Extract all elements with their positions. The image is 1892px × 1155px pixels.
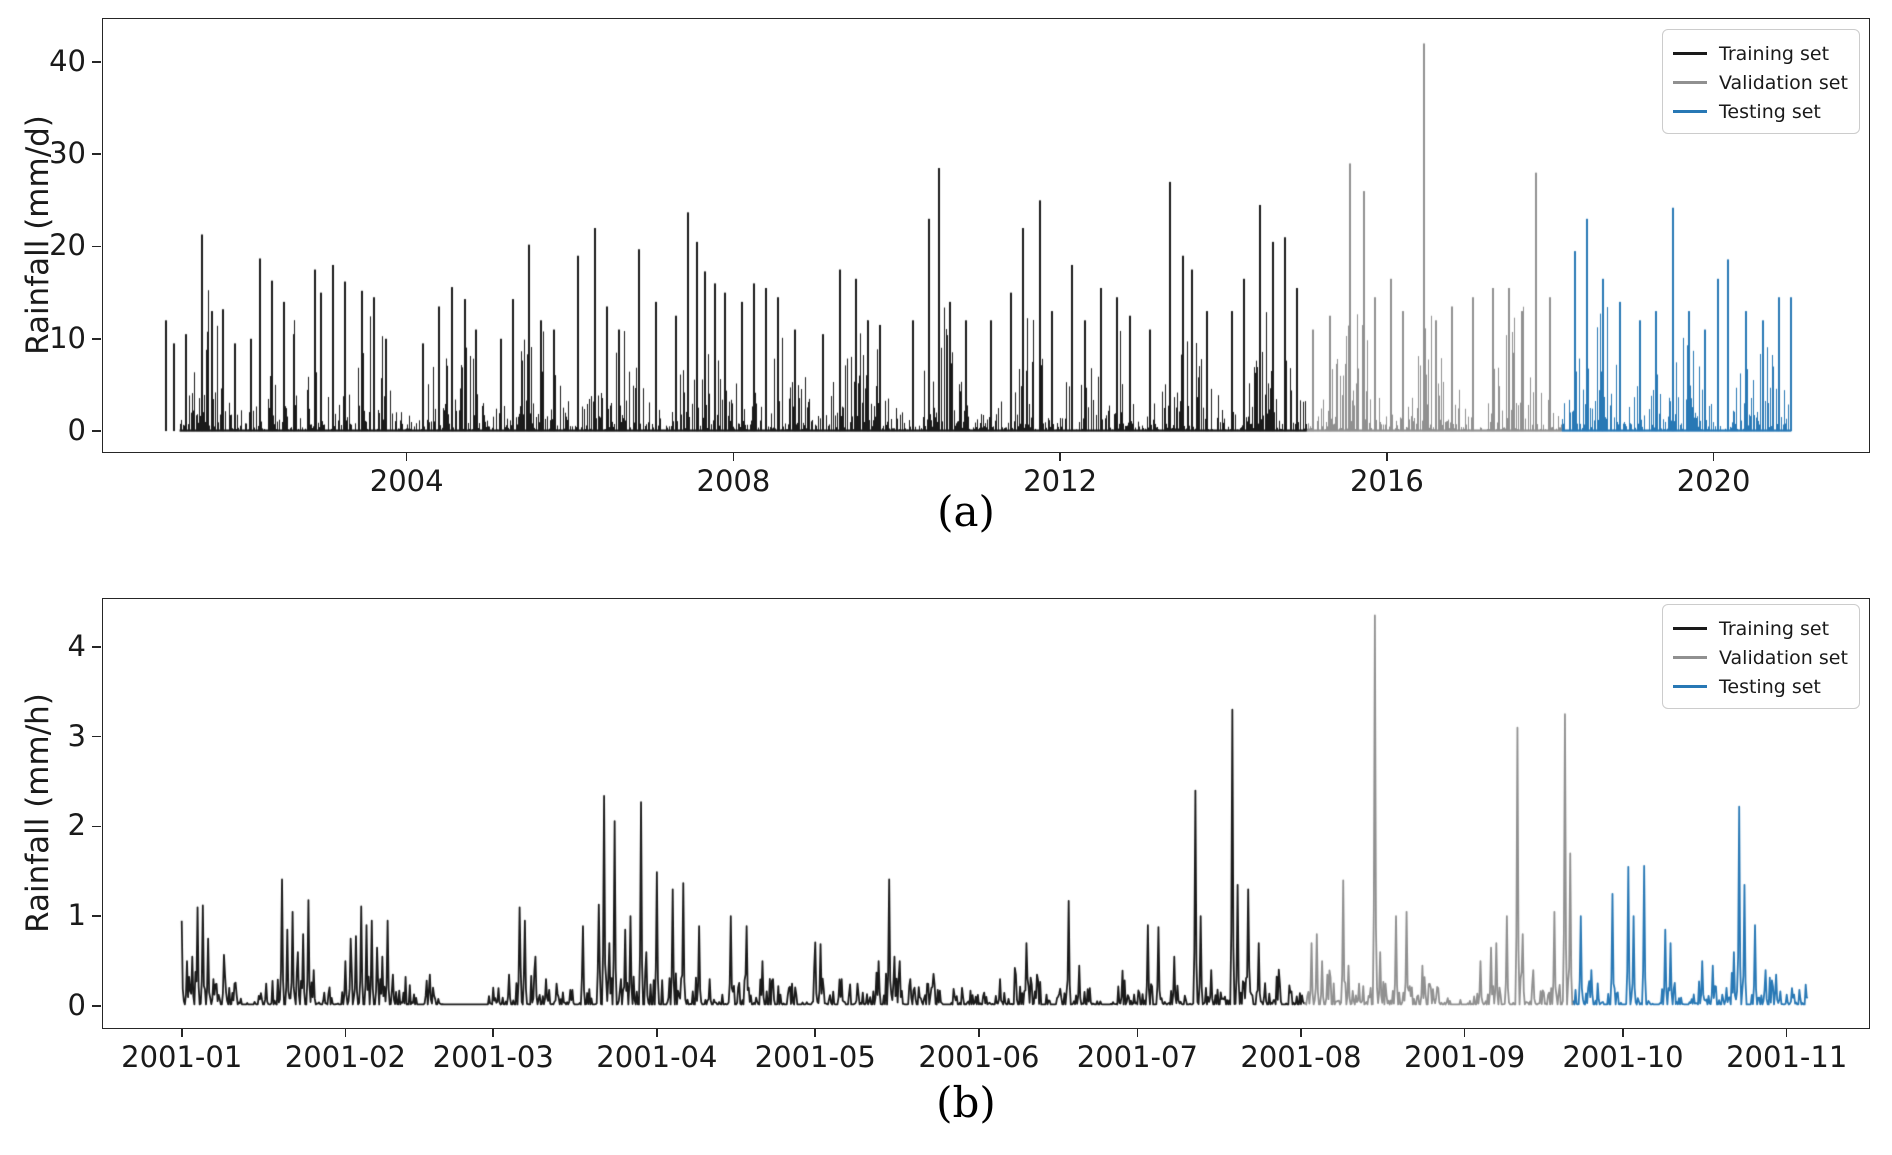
x-tick-mark	[1300, 1028, 1302, 1037]
legend-label: Testing set	[1719, 100, 1821, 123]
legend-entry-testing-set: Testing set	[1673, 672, 1849, 701]
x-tick-mark	[732, 452, 735, 461]
y-tick-label: 20	[49, 228, 86, 263]
legend-label: Testing set	[1719, 675, 1821, 698]
legend-entry-training-set: Training set	[1673, 39, 1849, 68]
legend-label: Validation set	[1719, 71, 1848, 94]
x-tick-label: 2001-08	[1240, 1040, 1362, 1074]
panel-a-legend: Training set Validation set Testing set	[1662, 29, 1860, 134]
x-tick-mark	[814, 1028, 817, 1037]
legend-entry-testing-set: Testing set	[1673, 97, 1849, 126]
y-tick-mark	[92, 735, 101, 738]
legend-line-swatch	[1673, 627, 1707, 630]
y-tick-label: 40	[49, 43, 86, 78]
y-tick-label: 4	[67, 628, 86, 663]
x-tick-label: 2001-07	[1076, 1040, 1198, 1074]
x-tick-mark	[344, 1028, 347, 1037]
x-tick-label: 2001-11	[1726, 1040, 1848, 1074]
legend-entry-validation-set: Validation set	[1673, 68, 1849, 97]
x-tick-mark	[405, 452, 408, 461]
y-tick-label: 10	[49, 320, 86, 355]
y-tick-mark	[92, 61, 101, 63]
legend-entry-training-set: Training set	[1673, 614, 1849, 643]
y-tick-mark	[92, 337, 101, 340]
x-tick-mark	[1622, 1028, 1624, 1037]
x-tick-mark	[1059, 452, 1061, 461]
legend-line-swatch	[1673, 81, 1707, 84]
x-tick-mark	[492, 1028, 494, 1037]
x-tick-label: 2001-10	[1562, 1040, 1684, 1074]
panel-a-caption: (a)	[937, 487, 995, 536]
legend-label: Training set	[1719, 42, 1830, 65]
x-tick-mark	[1386, 452, 1388, 461]
y-tick-mark	[92, 153, 101, 155]
x-tick-label: 2001-09	[1404, 1040, 1526, 1074]
y-tick-mark	[92, 646, 101, 648]
legend-line-swatch	[1673, 110, 1707, 113]
y-tick-label: 1	[67, 898, 86, 933]
x-tick-label: 2001-06	[918, 1040, 1040, 1074]
x-tick-label: 2001-04	[596, 1040, 718, 1074]
x-tick-label: 2004	[369, 464, 444, 498]
x-tick-label: 2001-01	[121, 1040, 243, 1074]
x-tick-mark	[978, 1028, 980, 1037]
x-tick-mark	[1463, 1028, 1466, 1037]
x-tick-label: 2001-03	[432, 1040, 554, 1074]
panel-b-caption: (b)	[936, 1078, 996, 1127]
x-tick-mark	[1136, 1028, 1139, 1037]
y-tick-mark	[92, 245, 101, 248]
y-tick-label: 3	[67, 718, 86, 753]
y-tick-label: 30	[49, 136, 86, 171]
y-tick-mark	[92, 915, 101, 918]
legend-label: Validation set	[1719, 646, 1848, 669]
y-tick-mark	[92, 1005, 101, 1007]
legend-line-swatch	[1673, 52, 1707, 55]
legend-line-swatch	[1673, 656, 1707, 659]
legend-entry-validation-set: Validation set	[1673, 643, 1849, 672]
legend-line-swatch	[1673, 685, 1707, 688]
x-tick-label: 2016	[1349, 464, 1424, 498]
y-tick-label: 2	[67, 808, 86, 843]
panel-b-legend: Training set Validation set Testing set	[1662, 604, 1860, 709]
y-tick-label: 0	[67, 413, 86, 448]
y-tick-mark	[92, 430, 101, 432]
x-tick-label: 2020	[1676, 464, 1751, 498]
x-tick-mark	[180, 1028, 183, 1037]
y-tick-mark	[92, 825, 101, 828]
x-tick-mark	[656, 1028, 658, 1037]
x-tick-label: 2008	[696, 464, 771, 498]
x-tick-label: 2001-02	[284, 1040, 406, 1074]
x-tick-label: 2001-05	[754, 1040, 876, 1074]
y-tick-label: 0	[67, 988, 86, 1023]
legend-label: Training set	[1719, 617, 1830, 640]
x-tick-label: 2012	[1023, 464, 1098, 498]
x-tick-mark	[1712, 452, 1715, 461]
x-tick-mark	[1785, 1028, 1788, 1037]
